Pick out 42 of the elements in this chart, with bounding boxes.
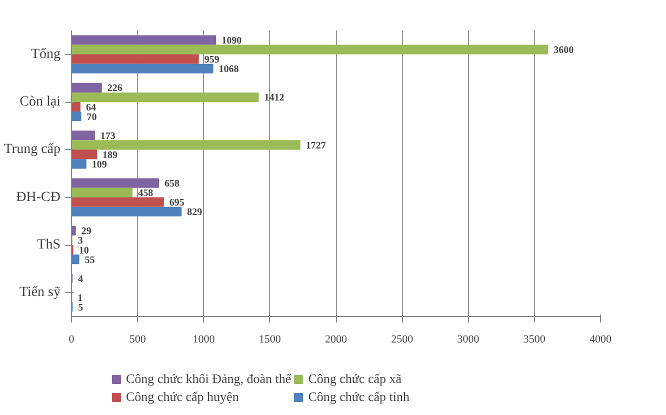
data-label: 109 [92, 159, 107, 170]
data-label: 1727 [306, 140, 326, 152]
y-tick-label: Tổng [30, 46, 61, 62]
legend-label: Công chức cấp huyện [126, 389, 239, 405]
x-tick-label: 500 [129, 334, 146, 346]
legend-label: Công chức khối Đảng, đoàn thể [126, 371, 292, 387]
data-label: 29 [81, 226, 92, 238]
data-label: 1 [78, 292, 83, 304]
data-label: 173 [100, 130, 116, 142]
data-label: 5 [78, 302, 84, 314]
x-tick-label: 3000 [457, 334, 480, 346]
data-label: 1068 [218, 64, 239, 76]
data-label: 959 [204, 54, 220, 66]
data-label: 10 [78, 245, 89, 256]
y-tick-label: ĐH-CĐ [16, 190, 61, 205]
x-tick-label: 2500 [391, 334, 414, 346]
legend-label: Công chức cấp tỉnh [308, 389, 410, 405]
data-label: 1412 [264, 92, 284, 104]
data-label: 658 [164, 178, 180, 190]
y-tick-label: ThS [37, 238, 61, 252]
legend-label: Công chức cấp xã [308, 371, 402, 387]
data-label: 226 [107, 83, 122, 94]
x-tick-label: 1000 [192, 334, 216, 346]
y-tick-label: Trung cấp [4, 142, 61, 158]
data-label: 70 [86, 112, 97, 123]
x-tick-label: 2000 [325, 334, 348, 346]
data-label: 55 [84, 254, 95, 266]
data-label: 695 [169, 198, 184, 209]
data-label: 458 [138, 188, 154, 200]
data-label: 4 [78, 274, 84, 285]
y-tick-label: Tiến sỹ [19, 285, 61, 300]
data-label: 189 [102, 150, 118, 161]
x-tick-label: 3500 [523, 334, 546, 346]
x-tick-label: 0 [68, 334, 75, 346]
y-tick-label: Còn lại [20, 94, 61, 110]
x-tick-label: 4000 [590, 334, 612, 346]
x-tick-label: 1500 [258, 334, 282, 346]
data-label: 3600 [554, 45, 574, 56]
data-label: 64 [86, 102, 96, 114]
data-label: 3 [78, 236, 83, 247]
data-label: 1090 [222, 36, 242, 47]
data-label: 829 [187, 207, 202, 218]
